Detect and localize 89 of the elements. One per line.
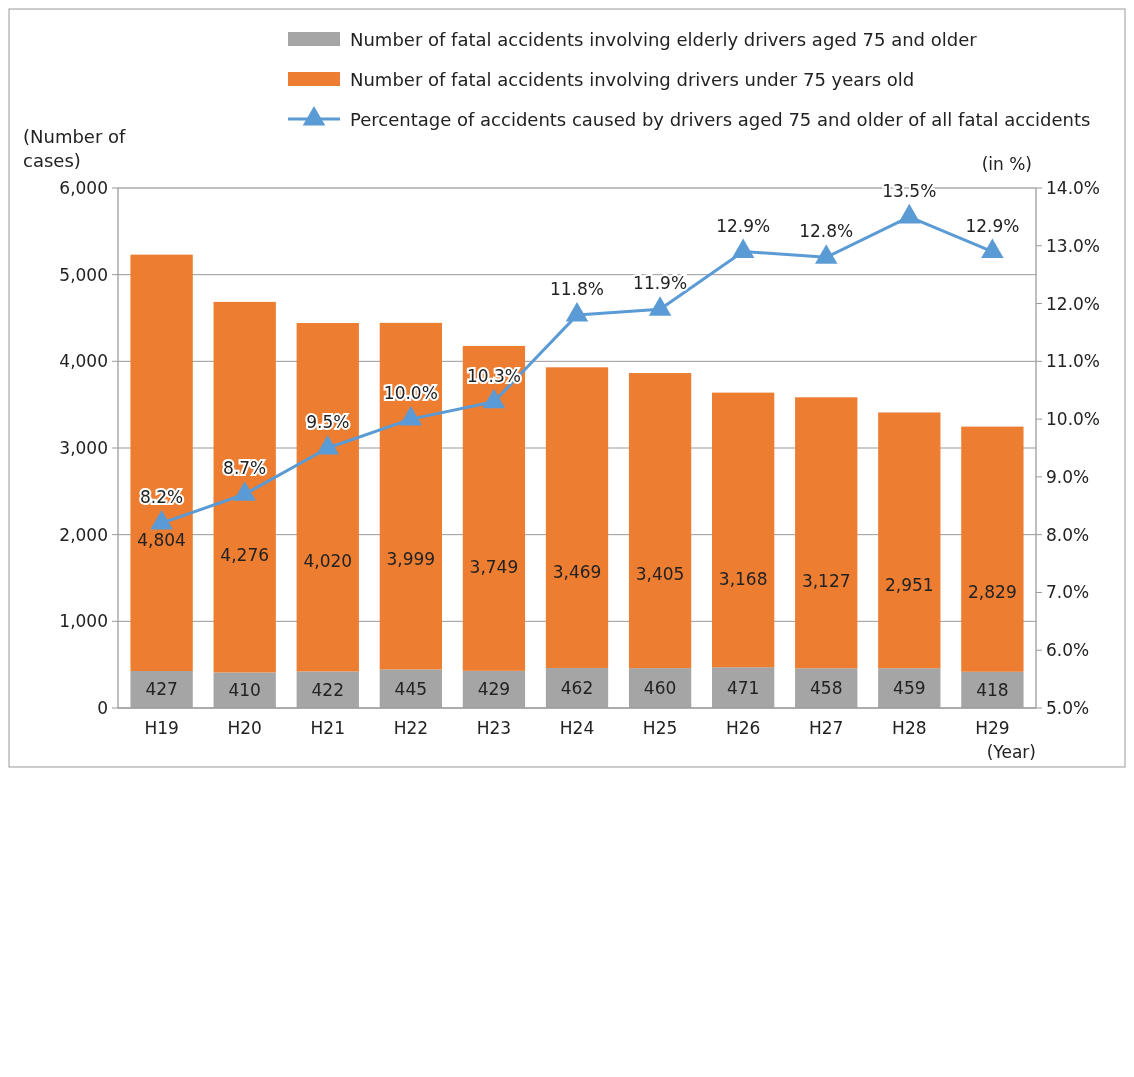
text: (in %) [981,154,1032,174]
point [731,238,755,259]
bar [462,345,526,671]
data-label: 429 [477,679,511,700]
bar [712,392,775,668]
data-label: 418 [976,679,1009,700]
x-tick-label: H23 [476,718,512,738]
bar [296,323,359,672]
data-label: 8.7% [223,458,267,479]
bar [379,322,442,670]
bar [213,301,276,673]
y-tick-label: 3,000 [59,438,108,458]
data-label: 422 [311,679,344,700]
point [233,481,256,501]
y2-tick-label: 12.0% [1046,293,1101,314]
data-label: 4,020 [303,550,353,571]
data-label: 459 [893,678,926,699]
x-tick-label: H20 [227,718,262,738]
data-label: 8.2% [140,487,184,508]
point [814,244,838,264]
y2-tick-label: 5.0% [1046,698,1090,718]
legend-label: Percentage of accidents caused by drivers aged 75 and older of all fatal accidents [350,109,1091,130]
x-tick-label: H21 [310,718,345,738]
data-label: 458 [810,678,843,699]
y2-tick-label: 7.0% [1046,582,1090,603]
data-label: 2,951 [884,575,934,596]
y-axis-title: (Number of cases) [23,126,127,171]
data-label: 12.9% [716,215,771,236]
data-label: 445 [394,678,428,699]
y-tick-label: 5,000 [59,264,108,285]
data-label: 3,127 [801,571,851,591]
point [565,302,589,322]
x-tick-label: H25 [642,718,678,738]
bar [628,373,692,669]
data-label: 410 [228,680,261,701]
y2-tick-label: 14.0% [1046,178,1101,198]
data-label: 11.9% [633,273,688,294]
data-label: 10.3% [466,365,521,386]
y2-tick-label: 9.0% [1046,466,1090,487]
data-label: 10.0% [383,383,438,404]
point [399,406,423,426]
data-label: 12.8% [799,221,854,242]
y2-tick-label: 8.0% [1046,524,1090,545]
y2-tick-label: 13.0% [1046,235,1101,256]
data-label: 471 [726,677,760,698]
point [150,510,173,530]
data-label: 2,829 [968,582,1017,603]
x-tick-label: H27 [809,718,844,738]
x-tick-label: H26 [725,718,761,738]
legend-label: Number of fatal accidents involving drivers under 75 years old [350,69,915,90]
x-tick-label: H28 [892,718,927,738]
y-tick-label: 4,000 [59,351,108,372]
data-label: 3,168 [718,568,768,589]
x-tick-label: H19 [144,718,179,738]
bar [130,254,193,671]
data-label: 462 [560,677,594,698]
y-tick-label: 2,000 [59,524,108,545]
x-tick-label: H29 [975,718,1010,738]
data-label: 13.5% [882,180,937,201]
data-label: 3,405 [635,563,685,584]
bar [961,426,1024,672]
data-label: 4,276 [220,545,270,566]
legend-label: Number of fatal accidents involving elderly drivers aged 75 and older [350,29,978,50]
bar [878,412,941,669]
point [316,434,340,455]
data-label: 427 [145,679,178,700]
point [981,238,1004,259]
y2-tick-label: 6.0% [1046,640,1090,661]
data-label: 3,749 [469,557,519,578]
data-label: 460 [643,678,677,699]
x-axis-title: (Year) [986,742,1036,762]
bar [795,397,858,669]
y2-tick-label: 10.0% [1046,409,1101,430]
data-label: 12.9% [965,215,1020,236]
y-tick-label: 0 [97,698,108,718]
y2-tick-label: 11.0% [1046,351,1101,372]
data-label: 4,804 [137,530,186,551]
y-tick-label: 1,000 [59,611,108,632]
x-tick-label: H24 [559,718,595,738]
point [898,203,921,224]
data-label: 3,469 [552,561,602,582]
data-label: 3,999 [386,549,436,570]
data-label: 11.8% [549,279,605,300]
data-label: 9.5% [306,412,350,432]
point [648,296,672,316]
point [482,388,506,409]
y-tick-label: 6,000 [59,178,108,198]
x-tick-label: H22 [393,718,429,738]
bar [545,367,609,668]
